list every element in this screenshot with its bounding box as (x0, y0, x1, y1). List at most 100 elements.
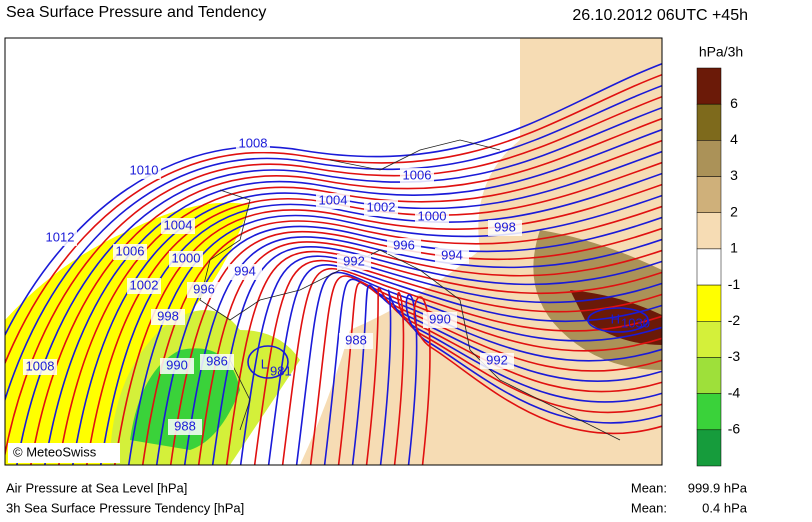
isobar (239, 255, 662, 465)
isobar-label: 990 (429, 311, 451, 326)
legend-label: 4 (730, 131, 738, 147)
label-halo (169, 251, 203, 267)
legend-swatch (696, 103, 722, 141)
isobar (365, 287, 662, 465)
isobar-label: 1004 (164, 217, 193, 232)
label-halo (127, 278, 161, 294)
isobar-label: 1012 (46, 229, 75, 244)
legend-swatch (696, 357, 722, 394)
stat-value: 999.9 hPa (688, 480, 748, 495)
isobar-label: 988 (174, 418, 196, 433)
isobar (183, 236, 662, 465)
isobar (5, 84, 662, 403)
legend-swatch (696, 140, 722, 177)
low-symbol: L (261, 356, 268, 371)
isobar (5, 73, 662, 366)
label-halo (113, 244, 147, 260)
isobar-label: 992 (343, 253, 365, 268)
isobar-label: 998 (494, 219, 516, 234)
legend-swatch (696, 429, 722, 467)
isobar (5, 62, 662, 337)
isobar-label: 988 (345, 332, 367, 347)
isobar (253, 259, 662, 465)
label-halo (337, 254, 371, 270)
legend-swatch (696, 393, 722, 431)
isobar (281, 268, 662, 465)
valid-time: 26.10.2012 06UTC +45h (572, 7, 748, 24)
isobar-label: 1000 (172, 250, 201, 265)
isobar (16, 106, 662, 465)
isobar-label: 1010 (130, 162, 159, 177)
label-halo (200, 354, 234, 370)
high-symbol: H (611, 311, 620, 326)
legend-label: 3 (730, 167, 738, 183)
isobar-label: 996 (193, 281, 215, 296)
legend-label: -3 (728, 348, 741, 364)
label-halo (480, 353, 514, 369)
legend-label: 6 (730, 95, 738, 111)
tendency-area (5, 202, 250, 465)
label-halo (316, 193, 350, 209)
legend-label: -6 (728, 421, 741, 437)
label-halo (168, 419, 202, 435)
isobar (155, 216, 662, 465)
tendency-area (130, 348, 240, 450)
legend-swatch (696, 321, 722, 358)
low-value: 981 (270, 363, 292, 378)
legend-label: -1 (728, 276, 741, 292)
isobar-label: 1006 (116, 243, 145, 258)
map-title: Sea Surface Pressure and Tendency (6, 4, 266, 21)
isobar-label: 1008 (26, 358, 55, 373)
isobar-label: 1004 (319, 192, 348, 207)
isobar-label: 1002 (367, 199, 396, 214)
legend-label: 2 (730, 203, 738, 219)
isobar (323, 278, 662, 465)
isobar (225, 250, 662, 465)
legend-label: 1 (730, 240, 738, 256)
legend-label: -4 (728, 384, 741, 400)
label-halo (364, 200, 398, 216)
footer-line: 3h Sea Surface Pressure Tendency [hPa] (6, 500, 244, 515)
label-halo (127, 163, 161, 179)
isobar-label: 994 (234, 263, 256, 278)
label-halo (151, 309, 185, 325)
isobar-label: 986 (206, 353, 228, 368)
legend-swatch (696, 248, 722, 286)
isobar-label: 1000 (418, 208, 447, 223)
label-halo (415, 209, 449, 225)
isobar (5, 95, 662, 459)
isobar-label: 1008 (239, 135, 268, 150)
isobar (267, 263, 662, 465)
copyright-box (8, 443, 120, 463)
isobar-label: 996 (393, 237, 415, 252)
isobar (30, 117, 662, 465)
isobar (197, 241, 662, 465)
label-halo (187, 282, 221, 298)
legend-swatch (696, 67, 722, 105)
isobar (113, 183, 662, 465)
label-halo (423, 312, 457, 328)
legend-swatch (696, 212, 722, 250)
isobar (247, 345, 289, 379)
label-halo (488, 220, 522, 236)
isobar (58, 139, 662, 465)
stat-label: Mean: (631, 480, 667, 495)
legend-swatch (696, 284, 722, 322)
isobar-label: 990 (166, 357, 188, 372)
label-halo (339, 333, 373, 349)
legend: 6 4 3 2 1 -1 -2 -3 -4 -6 (696, 67, 741, 467)
stat-label: Mean: (631, 500, 667, 515)
isobar (211, 246, 662, 465)
isobar-label: 1006 (403, 167, 432, 182)
label-halo (23, 359, 57, 375)
label-halo (236, 136, 270, 152)
isobar-label: 994 (441, 247, 463, 262)
isobar (44, 128, 662, 465)
copyright: © MeteoSwiss (13, 444, 97, 459)
stat-value: 0.4 hPa (702, 500, 748, 515)
map-frame (4, 37, 663, 466)
label-halo (160, 358, 194, 374)
label-halo (43, 230, 77, 246)
label-halo (228, 264, 262, 280)
